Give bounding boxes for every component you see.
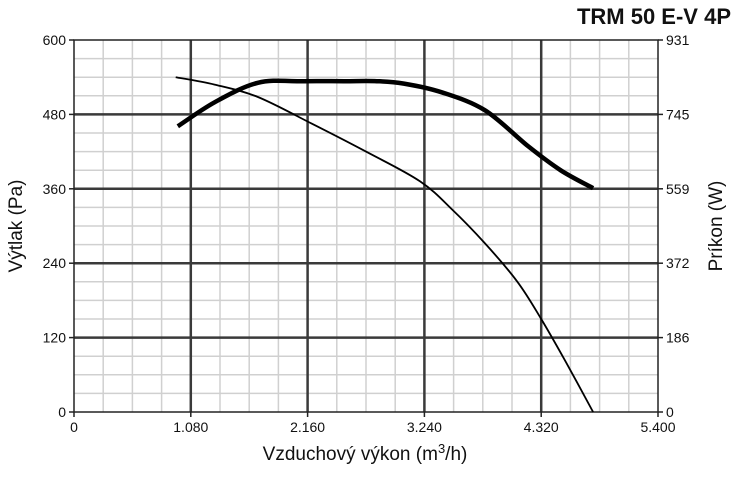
- y2-axis-label: Príkon (W): [706, 181, 727, 272]
- series-layer: [175, 76, 595, 413]
- y2-tick-label: 745: [666, 106, 690, 122]
- y-tick-label: 240: [43, 255, 67, 271]
- y-tick-label: 0: [58, 404, 66, 420]
- x-tick-label: 3.240: [407, 419, 442, 435]
- y-tick-label: 600: [43, 32, 67, 48]
- power-curve-line: [176, 78, 595, 191]
- x-tick-label: 2.160: [290, 419, 325, 435]
- x-tick-label: 0: [70, 419, 78, 435]
- x-tick-label: 5.400: [640, 419, 675, 435]
- x-axis-label: Vzduchový výkon (m3/h): [263, 441, 468, 465]
- y2-tick-label: 372: [666, 255, 690, 271]
- y2-tick-label: 0: [666, 404, 674, 420]
- y-tick-label: 360: [43, 181, 67, 197]
- major-gridlines: [74, 40, 658, 412]
- y-tick-label: 120: [43, 330, 67, 346]
- y-tick-label: 480: [43, 106, 67, 122]
- tick-labels: 0 1.080 2.160 3.240 4.320 5.40001202403604806…: [43, 32, 690, 435]
- pressure-curve-line: [175, 76, 594, 413]
- plot-frame: [73, 39, 659, 413]
- y2-tick-label: 186: [666, 330, 690, 346]
- y2-tick-label: 931: [666, 32, 690, 48]
- y2-tick-label: 559: [666, 181, 690, 197]
- y-axis-label: Výtlak (Pa): [6, 180, 27, 273]
- x-tick-label: 4.320: [524, 419, 559, 435]
- minor-gridlines: [74, 40, 658, 412]
- x-tick-label: 1.080: [173, 419, 208, 435]
- chart-title: TRM 50 E-V 4P: [577, 4, 731, 29]
